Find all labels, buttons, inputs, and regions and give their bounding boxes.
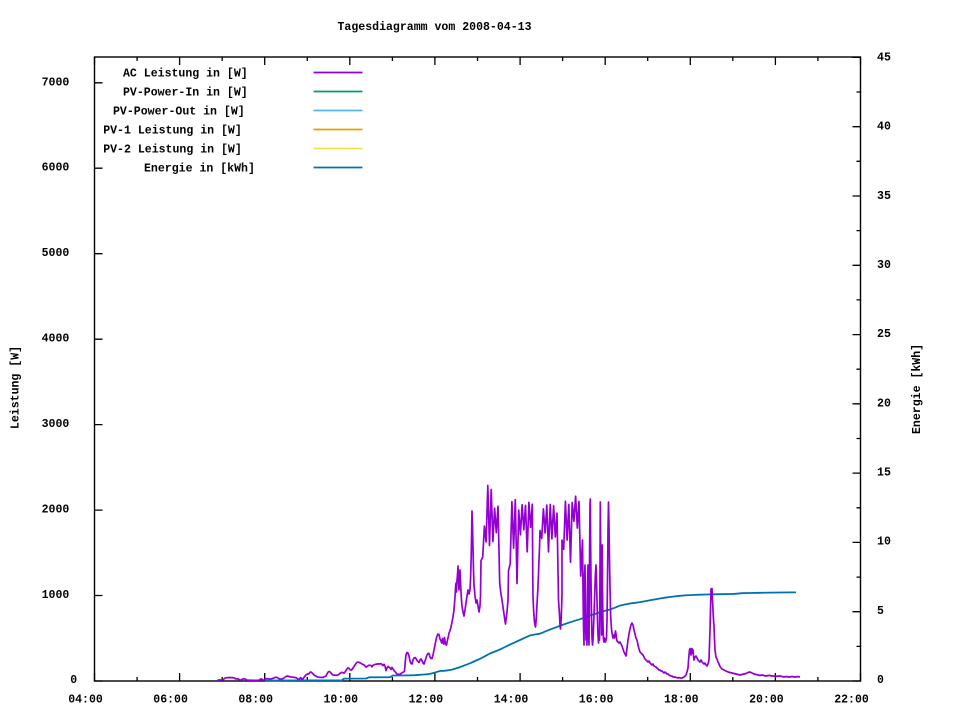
svg-text:08:00: 08:00 — [238, 693, 273, 707]
svg-text:16:00: 16:00 — [579, 693, 614, 707]
svg-text:18:00: 18:00 — [664, 693, 699, 707]
svg-text:12:00: 12:00 — [409, 693, 444, 707]
svg-text:PV-Power-Out in [W]: PV-Power-Out in [W] — [113, 105, 245, 119]
svg-text:Leistung [W]: Leistung [W] — [9, 346, 23, 429]
svg-text:Tagesdiagramm vom 2008-04-13: Tagesdiagramm vom 2008-04-13 — [338, 20, 532, 34]
svg-text:20: 20 — [877, 396, 891, 410]
svg-text:04:00: 04:00 — [68, 693, 103, 707]
svg-text:6000: 6000 — [42, 161, 70, 175]
svg-text:AC Leistung in [W]: AC Leistung in [W] — [123, 67, 248, 81]
svg-text:0: 0 — [70, 673, 77, 687]
svg-text:20:00: 20:00 — [749, 693, 784, 707]
svg-text:7000: 7000 — [42, 75, 70, 89]
svg-text:5000: 5000 — [42, 246, 70, 260]
svg-text:35: 35 — [877, 189, 891, 203]
svg-text:2000: 2000 — [42, 503, 70, 517]
svg-text:Energie in [kWh]: Energie in [kWh] — [144, 162, 255, 176]
svg-text:PV-1 Leistung in [W]: PV-1 Leistung in [W] — [103, 124, 242, 138]
svg-text:14:00: 14:00 — [494, 693, 529, 707]
svg-text:15: 15 — [877, 465, 891, 479]
svg-text:10: 10 — [877, 535, 891, 549]
svg-text:3000: 3000 — [42, 417, 70, 431]
svg-text:5: 5 — [877, 604, 884, 618]
svg-text:30: 30 — [877, 258, 891, 272]
svg-text:10:00: 10:00 — [324, 693, 359, 707]
svg-text:4000: 4000 — [42, 332, 70, 346]
svg-text:40: 40 — [877, 120, 891, 134]
svg-text:Energie [kWh]: Energie [kWh] — [910, 344, 924, 434]
svg-text:0: 0 — [877, 673, 884, 687]
svg-text:45: 45 — [877, 51, 891, 65]
svg-text:PV-2 Leistung in [W]: PV-2 Leistung in [W] — [103, 143, 242, 157]
svg-text:PV-Power-In in [W]: PV-Power-In in [W] — [123, 86, 248, 100]
svg-text:06:00: 06:00 — [153, 693, 188, 707]
svg-text:22:00: 22:00 — [834, 693, 869, 707]
svg-text:25: 25 — [877, 327, 891, 341]
svg-text:1000: 1000 — [42, 588, 70, 602]
